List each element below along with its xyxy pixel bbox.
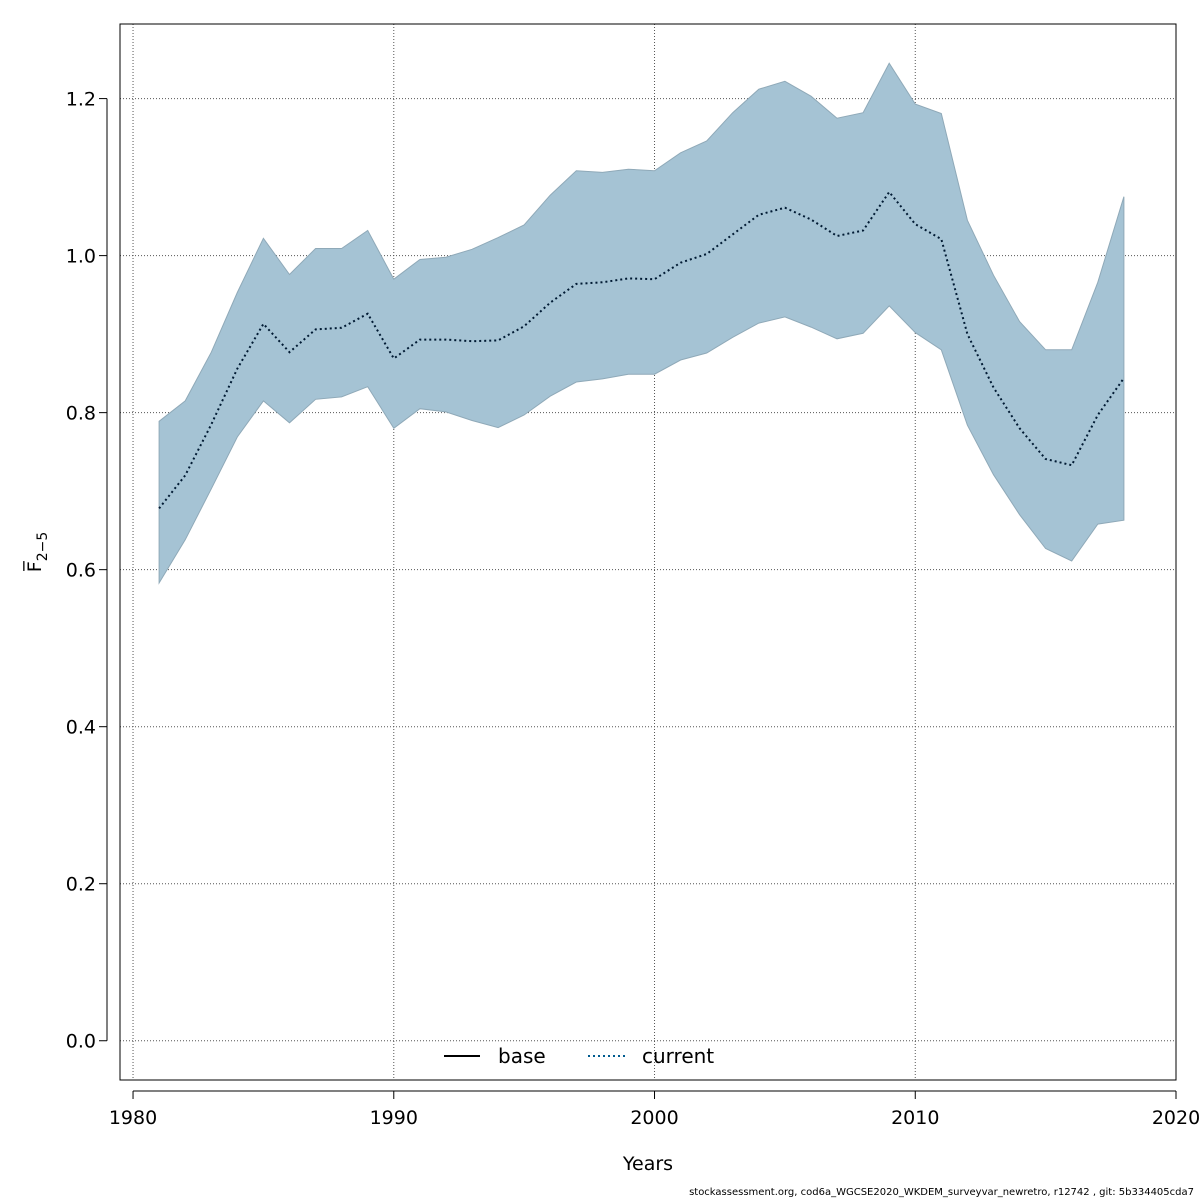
y-axis: 0.0 0.2 0.4 0.6 0.8 1.0 1.2 [66,89,108,1053]
x-tick-label: 1980 [109,1107,157,1129]
confidence-band [158,62,1125,585]
y-tick-label: 0.6 [66,560,96,582]
y-axis-title-subscript: 2−5 [35,532,51,562]
y-axis-title: F̅2−5 [22,532,51,572]
x-tick-label: 1990 [370,1107,418,1129]
y-tick-label: 0.2 [66,874,96,896]
legend-label-current: current [642,1044,714,1068]
y-tick-label: 0.4 [66,717,96,739]
legend: base current [444,1044,714,1068]
y-tick-label: 1.2 [66,89,96,111]
x-tick-label: 2020 [1152,1107,1200,1129]
y-tick-label: 1.0 [66,246,96,268]
plot-frame [119,23,1177,1081]
x-axis-title: Years [622,1153,673,1175]
footer-credit: stockassessment.org, cod6a_WGCSE2020_WKD… [689,1187,1194,1198]
y-tick-label: 0.8 [66,403,96,425]
x-axis: 1980 1990 2000 2010 2020 [109,1090,1200,1129]
legend-label-base: base [498,1044,546,1068]
x-tick-label: 2010 [891,1107,939,1129]
y-tick-label: 0.0 [66,1031,96,1053]
x-tick-label: 2000 [630,1107,678,1129]
series-line-current [158,190,1125,510]
